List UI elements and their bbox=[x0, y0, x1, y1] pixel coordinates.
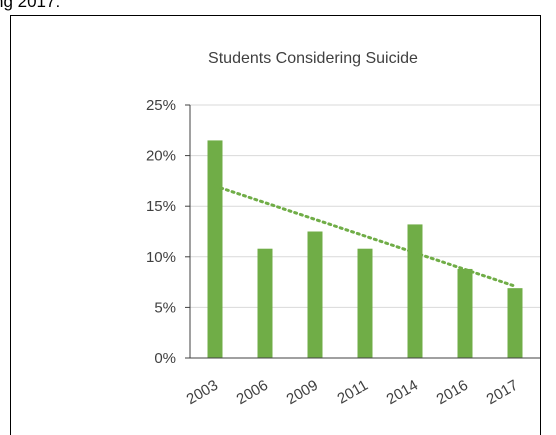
x-tick-label: 2017 bbox=[484, 377, 521, 408]
x-tick-label: 2011 bbox=[335, 377, 371, 408]
bar-2014 bbox=[407, 224, 423, 358]
x-tick-label: 2014 bbox=[384, 377, 421, 408]
bar-2009 bbox=[307, 231, 323, 358]
y-tick-label: 15% bbox=[146, 198, 176, 215]
bars bbox=[207, 140, 523, 358]
y-tick-label: 5% bbox=[154, 299, 176, 316]
y-tick-label: 0% bbox=[154, 350, 176, 367]
bar-2017 bbox=[507, 288, 523, 358]
bar-2006 bbox=[257, 248, 273, 358]
header-fragment: ng 2017: bbox=[0, 0, 61, 11]
bar-chart: Students Considering Suicide 0% 5% 10% 15% 2… bbox=[146, 50, 540, 408]
x-tick-label: 2003 bbox=[184, 377, 221, 408]
bar-2011 bbox=[357, 248, 373, 358]
bar-2003 bbox=[207, 140, 223, 358]
y-tick-label: 20% bbox=[146, 148, 176, 165]
y-tick-label: 25% bbox=[146, 97, 176, 114]
chart-frame bbox=[10, 15, 541, 435]
trendline bbox=[213, 184, 517, 288]
bar-2016 bbox=[457, 268, 473, 358]
x-tick-label: 2006 bbox=[234, 377, 271, 408]
trendline-layer bbox=[213, 184, 517, 288]
axes bbox=[185, 104, 540, 359]
tick-labels: 0% 5% 10% 15% 20% 25% 2003 2006 2009 2011 2014 2016… bbox=[146, 97, 521, 408]
x-tick-label: 2009 bbox=[284, 377, 321, 408]
x-tick-label: 2016 bbox=[434, 377, 471, 408]
chart-title: Students Considering Suicide bbox=[208, 50, 418, 67]
y-tick-label: 10% bbox=[146, 249, 176, 266]
